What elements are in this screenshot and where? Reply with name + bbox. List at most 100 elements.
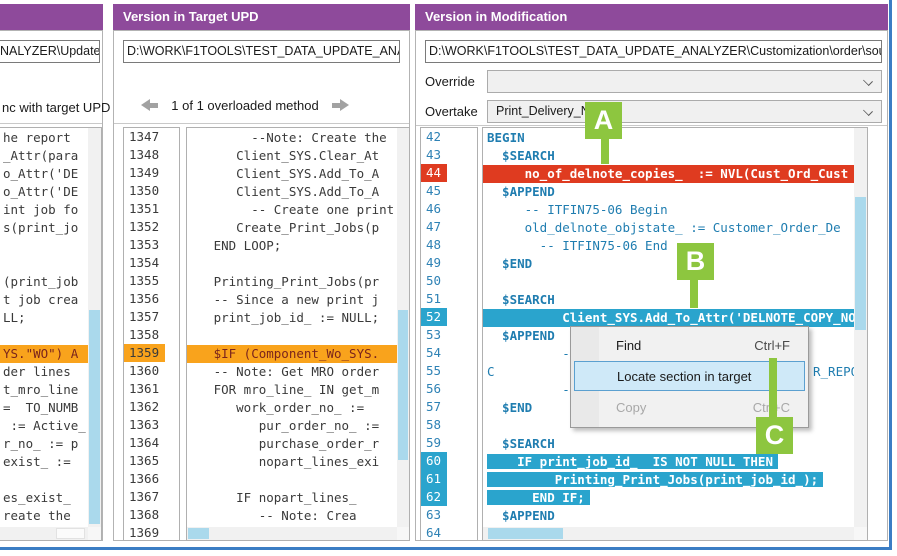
previous-method-button[interactable] — [141, 99, 158, 112]
code-line[interactable]: --Note: Create the — [191, 130, 387, 145]
line-number: 48 — [426, 237, 442, 252]
code-line[interactable]: $APPEND — [487, 328, 555, 343]
target-separator — [114, 123, 409, 124]
next-method-button[interactable] — [332, 99, 349, 112]
code-line[interactable] — [0, 237, 88, 255]
code-line[interactable]: old_delnote_objstate_ := Customer_Order_… — [487, 220, 841, 235]
code-line[interactable]: purchase_order_r — [191, 436, 380, 451]
override-dropdown[interactable] — [487, 70, 882, 93]
target-horizontal-scrollbar[interactable] — [187, 527, 397, 540]
annotation-a-marker: A — [585, 102, 622, 139]
source-path-input[interactable]: NALYZER\Update1\ — [0, 40, 100, 63]
target-vertical-scrollbar-thumb[interactable] — [398, 310, 408, 460]
code-line[interactable]: es_exist_ — [3, 490, 71, 505]
code-line[interactable]: Client_SYS.Clear_At — [191, 148, 380, 163]
menu-item-label: Copy — [616, 399, 647, 415]
modification-path-input[interactable]: D:\WORK\F1TOOLS\TEST_DATA_UPDATE_ANALYZE… — [425, 40, 882, 63]
modification-vertical-scrollbar[interactable] — [854, 128, 867, 527]
code-line[interactable]: (print_job — [3, 274, 79, 289]
line-number: 1353 — [129, 237, 160, 252]
code-line[interactable]: -- ITFIN75-06 Begin — [487, 202, 668, 217]
line-number: 44 — [421, 164, 477, 182]
code-line[interactable]: o_Attr('DE — [3, 166, 79, 181]
code-line[interactable]: o_Attr('DE — [3, 184, 79, 199]
code-line[interactable]: Printing_Print_Jobs(print_job_id_); — [483, 471, 854, 489]
target-vertical-scrollbar[interactable] — [397, 128, 409, 527]
line-number: 51 — [426, 291, 442, 306]
line-number: 1361 — [129, 381, 160, 396]
code-line[interactable]: r_no_ := p — [3, 436, 79, 451]
code-line[interactable]: Create_Print_Jobs(p — [191, 220, 380, 235]
code-line[interactable]: exist_ := — [3, 454, 79, 469]
code-line[interactable]: no_of_delnote_copies_ := NVL(Cust_Ord_Cu… — [483, 165, 854, 183]
line-number: 1348 — [129, 147, 160, 162]
code-line[interactable]: BEGIN — [487, 130, 525, 145]
code-line[interactable]: YS."WO") A — [0, 345, 88, 363]
code-line[interactable]: END IF; — [483, 489, 854, 507]
code-line[interactable]: $END — [487, 256, 533, 271]
source-horizontal-scrollbar-thumb[interactable] — [56, 528, 85, 539]
code-line[interactable]: work_order_no_ := — [191, 400, 365, 415]
line-number: 55 — [426, 363, 442, 378]
code-line[interactable]: he report — [3, 130, 71, 145]
code-line[interactable]: $SEARCH — [487, 436, 555, 451]
code-line[interactable]: pur_order_no_ := — [191, 418, 380, 433]
code-line[interactable]: -- Create one print — [191, 202, 395, 217]
code-line[interactable]: $IF (Component_Wo_SYS. — [187, 345, 397, 363]
code-line[interactable] — [187, 255, 397, 273]
code-line[interactable]: -- Note: Crea — [191, 508, 357, 523]
line-number: 57 — [426, 399, 442, 414]
code-line[interactable]: Client_SYS.Add_To_A — [191, 166, 380, 181]
source-vertical-scrollbar-thumb[interactable] — [89, 310, 100, 524]
code-line[interactable] — [0, 327, 88, 345]
code-line[interactable]: $APPEND — [487, 184, 555, 199]
code-line[interactable]: t job crea — [3, 292, 79, 307]
modification-horizontal-scrollbar-thumb[interactable] — [488, 528, 563, 539]
code-line[interactable]: $SEARCH — [487, 148, 555, 163]
source-horizontal-scrollbar[interactable] — [0, 527, 88, 540]
modification-vertical-scrollbar-thumb[interactable] — [855, 197, 866, 330]
target-code-lines: --Note: Create the Client_SYS.Clear_At C… — [187, 129, 397, 527]
code-line[interactable]: Printing_Print_Jobs(pr — [191, 274, 380, 289]
code-line[interactable]: $APPEND — [487, 508, 555, 523]
target-panel-header: Version in Target UPD — [113, 4, 410, 30]
code-line[interactable]: Client_SYS.Add_To_Attr('DELNOTE_COPY_NO — [483, 309, 854, 327]
code-line[interactable]: $SEARCH — [487, 292, 555, 307]
code-line[interactable]: nopart_lines_exi — [191, 454, 380, 469]
code-line[interactable]: LL; — [3, 310, 26, 325]
menu-item-locate-section-in-target[interactable]: Locate section in target — [574, 361, 805, 391]
line-number: 1359 — [124, 344, 179, 362]
code-line[interactable]: reate the — [3, 508, 79, 523]
code-line[interactable]: Client_SYS.Add_To_A — [191, 184, 380, 199]
code-line[interactable]: -- Note: Get MRO order — [191, 364, 380, 379]
line-number: 58 — [426, 417, 442, 432]
code-line[interactable] — [0, 471, 88, 489]
code-line[interactable]: s(print_jo — [3, 220, 79, 235]
code-line[interactable]: IF print_job_id_ IS NOT NULL THEN — [483, 453, 854, 471]
source-vertical-scrollbar[interactable] — [88, 128, 101, 527]
code-line[interactable]: $END — [487, 400, 533, 415]
code-line[interactable]: -- ITFIN75-06 End — [487, 238, 668, 253]
code-line[interactable]: IF nopart_lines_ — [191, 490, 357, 505]
modification-horizontal-scrollbar[interactable] — [483, 527, 854, 540]
code-line[interactable]: CR_REPO( — [483, 363, 854, 381]
code-line[interactable]: = TO_NUMB — [3, 400, 79, 415]
code-line[interactable]: := Active_ — [3, 418, 86, 433]
code-line[interactable]: print_job_id_ := NULL; — [191, 310, 380, 325]
code-line[interactable]: int job fo — [3, 202, 79, 217]
code-line[interactable] — [187, 327, 397, 345]
code-line[interactable]: _Attr(para — [3, 148, 79, 163]
code-line[interactable] — [483, 273, 854, 291]
target-path-input[interactable]: D:\WORK\F1TOOLS\TEST_DATA_UPDATE_ANALYZE… — [123, 40, 400, 63]
code-line[interactable]: END LOOP; — [191, 238, 282, 253]
window-border-right — [889, 0, 892, 550]
code-line[interactable]: -- Since a new print j — [191, 292, 380, 307]
code-line[interactable]: t_mro_line — [3, 382, 79, 397]
target-horizontal-scrollbar-thumb[interactable] — [188, 528, 209, 539]
code-line[interactable]: FOR mro_line_ IN get_m — [191, 382, 380, 397]
menu-item-find[interactable]: Find Ctrl+F — [574, 330, 805, 360]
code-line[interactable] — [0, 255, 88, 273]
code-line[interactable] — [187, 471, 397, 489]
code-line[interactable]: der lines — [3, 364, 79, 379]
overtake-dropdown[interactable]: Print_Delivery_N — [487, 100, 882, 123]
